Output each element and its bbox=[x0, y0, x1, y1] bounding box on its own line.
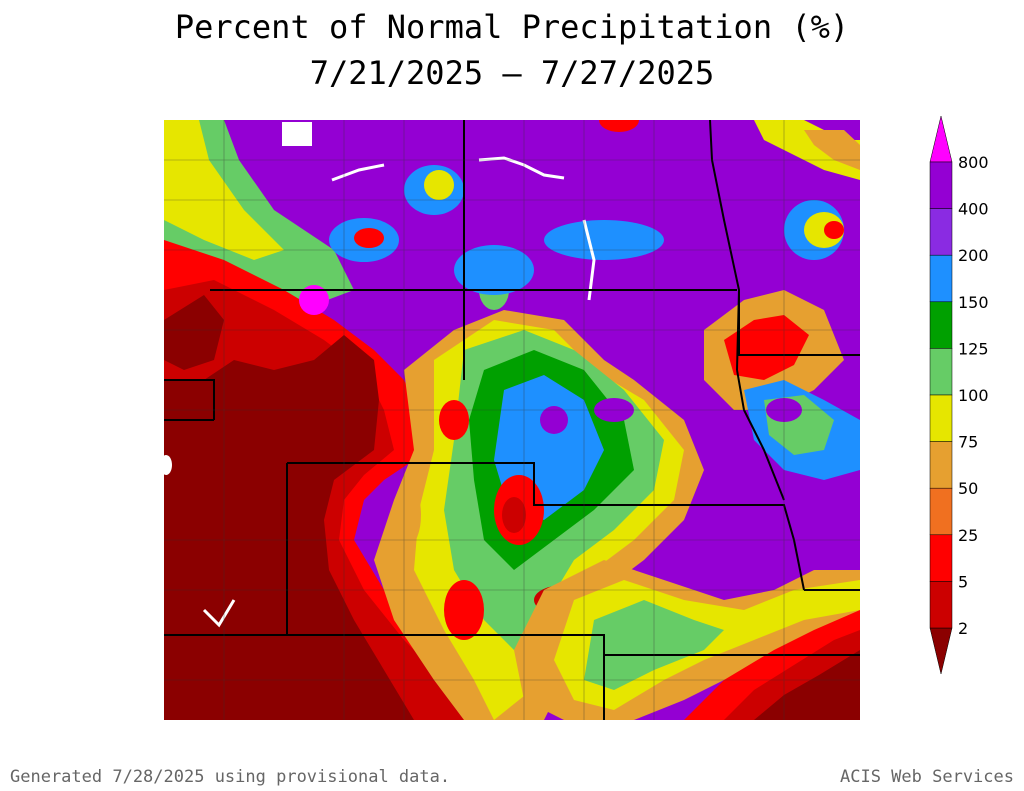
map-title: Percent of Normal Precipitation (%) bbox=[174, 8, 850, 46]
generated-note: Generated 7/28/2025 using provisional da… bbox=[10, 767, 451, 787]
legend-swatch bbox=[929, 301, 953, 349]
legend-swatch bbox=[929, 208, 953, 256]
legend-label: 50 bbox=[958, 479, 978, 498]
legend-label: 5 bbox=[958, 572, 968, 591]
legend-bottom-arrow bbox=[929, 627, 953, 675]
data-source: ACIS Web Services bbox=[840, 767, 1014, 787]
legend-swatch bbox=[929, 487, 953, 536]
legend-label: 75 bbox=[958, 433, 978, 452]
legend-label: 100 bbox=[958, 386, 989, 405]
legend-label: 200 bbox=[958, 246, 989, 265]
legend-label: 25 bbox=[958, 526, 978, 545]
legend-label: 800 bbox=[958, 153, 989, 172]
county-boundaries bbox=[164, 120, 860, 720]
legend-swatch bbox=[929, 441, 953, 489]
legend-swatch bbox=[929, 534, 953, 582]
legend-top-arrow bbox=[929, 115, 953, 163]
legend-swatch bbox=[929, 348, 953, 396]
date-range: 7/21/2025 – 7/27/2025 bbox=[309, 54, 715, 92]
legend-label: 150 bbox=[958, 293, 989, 312]
precipitation-map bbox=[164, 120, 860, 720]
legend-swatch bbox=[929, 394, 953, 442]
legend-swatch bbox=[929, 161, 953, 209]
legend-label: 125 bbox=[958, 339, 989, 358]
color-legend: 800 400 200 150 125 100 75 50 25 5 2 bbox=[928, 115, 1024, 676]
legend-swatch bbox=[929, 254, 953, 303]
legend-swatch bbox=[929, 581, 953, 629]
legend-label: 400 bbox=[958, 200, 989, 219]
legend-label: 2 bbox=[958, 619, 968, 638]
